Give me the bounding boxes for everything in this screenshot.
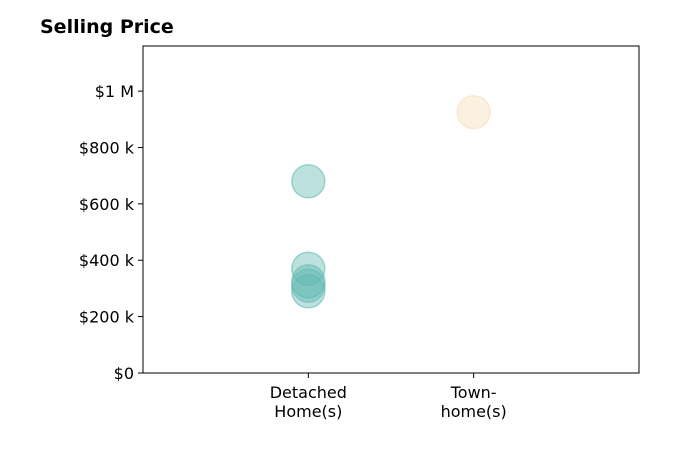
y-tick-label: $600 k — [79, 195, 135, 214]
x-tick-label: Town-home(s) — [441, 383, 507, 421]
chart-title: Selling Price — [40, 16, 174, 38]
y-tick-label: $400 k — [79, 251, 135, 270]
data-point — [291, 264, 326, 299]
data-point — [291, 251, 326, 286]
x-tick-label: Detached Home(s) — [270, 383, 347, 421]
data-point — [291, 164, 326, 199]
y-tick-label: $200 k — [79, 308, 135, 327]
plot-frame — [142, 45, 640, 374]
y-tick-label: $800 k — [79, 138, 135, 157]
y-tick-label: $0 — [114, 364, 134, 383]
y-tick-label: $1 M — [95, 82, 134, 101]
data-point — [456, 94, 491, 130]
